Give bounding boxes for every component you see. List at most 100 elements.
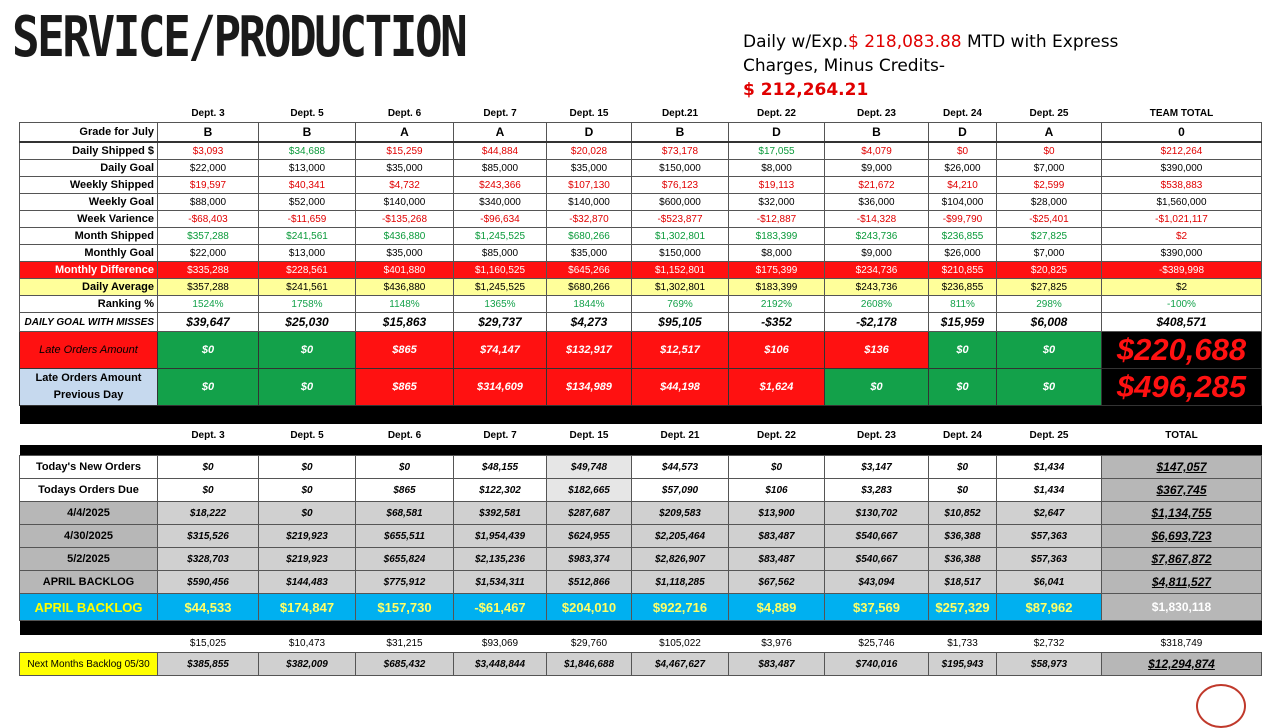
column-header: TOTAL xyxy=(1165,430,1198,441)
table-cell: $775,912 xyxy=(355,570,454,594)
table-cell: D xyxy=(928,122,997,143)
table-cell: $983,374 xyxy=(546,547,632,571)
table-cell: $2,826,907 xyxy=(631,547,729,571)
table-cell: $0 xyxy=(258,478,356,502)
page-title: SERVICE/PRODUCTION xyxy=(12,5,468,70)
table-cell: $26,000 xyxy=(928,159,997,177)
table-cell: $865 xyxy=(355,331,454,369)
table-row: Monthly Difference $335,288 $228,561 $401,8… xyxy=(19,261,1262,279)
table-cell: $865 xyxy=(355,478,454,502)
row-label: Daily Shipped $ xyxy=(19,141,158,160)
table-cell: $4,732 xyxy=(355,176,454,194)
table-cell: A xyxy=(453,122,547,143)
late-orders-row: Late Orders Amount Previous Day $0 $0 $865 $… xyxy=(19,368,1262,406)
divider-row xyxy=(19,620,1262,635)
table-cell: $34,688 xyxy=(258,141,356,160)
table-cell: $335,288 xyxy=(157,261,259,279)
column-header: Dept. 25 xyxy=(1029,108,1069,119)
column-header: Dept. 7 xyxy=(483,108,517,119)
table-cell: $83,487 xyxy=(728,652,825,676)
table-cell: $32,000 xyxy=(728,193,825,211)
table-cell: B xyxy=(258,122,356,143)
table-row: Daily Average $357,288 $241,561 $436,880 $1,… xyxy=(19,278,1262,296)
table-row: Weekly Shipped $19,597 $40,341 $4,732 $243,3… xyxy=(19,176,1262,194)
table-cell: $36,000 xyxy=(824,193,929,211)
table-cell: $134,989 xyxy=(546,368,632,406)
row-label: APRIL BACKLOG xyxy=(19,593,158,621)
table-cell: $17,055 xyxy=(728,141,825,160)
table-cell: $144,483 xyxy=(258,570,356,594)
table-cell: $35,000 xyxy=(546,159,632,177)
column-header: Dept. 22 xyxy=(757,108,796,119)
table-cell: $183,399 xyxy=(728,227,825,245)
table-cell: $4,889 xyxy=(728,593,825,621)
table-cell: $209,583 xyxy=(631,501,729,525)
table-row: 4/4/2025 $18,222 $0 $68,581 $392,581 $287,687… xyxy=(19,501,1262,525)
table-cell: $436,880 xyxy=(355,278,454,296)
table-cell: $655,511 xyxy=(355,524,454,548)
table-cell: $130,702 xyxy=(824,501,929,525)
table-cell: $106 xyxy=(728,478,825,502)
table-cell: -$11,659 xyxy=(258,210,356,228)
production-table: Dept. 3 Dept. 5 Dept. 6 Dept. 7 Dept. 15 Dept… xyxy=(19,105,1262,424)
row-label: Next Months Backlog 05/30 xyxy=(19,652,158,676)
table-cell: $106 xyxy=(728,331,825,369)
table-cell: $44,198 xyxy=(631,368,729,406)
table-cell: -$61,467 xyxy=(453,593,547,621)
divider-row xyxy=(19,405,1262,424)
table-row: Grade for July B B A A D B D B D A 0 xyxy=(19,122,1262,143)
table-cell: $25,030 xyxy=(258,312,356,332)
table-cell: $13,000 xyxy=(258,159,356,177)
table-cell: $390,000 xyxy=(1101,159,1262,177)
table-cell: $35,000 xyxy=(355,244,454,262)
table-cell: $1,118,285 xyxy=(631,570,729,594)
table-cell: $28,000 xyxy=(996,193,1102,211)
table-cell: 769% xyxy=(631,295,729,313)
table-cell: $87,962 xyxy=(996,593,1102,621)
column-header: Dept. 22 xyxy=(757,430,796,441)
table-cell: $3,448,844 xyxy=(453,652,547,676)
table-cell: -$389,998 xyxy=(1101,261,1262,279)
table-row: Today's New Orders $0 $0 $0 $48,155 $49,748 $4… xyxy=(19,455,1262,479)
table-cell: $512,866 xyxy=(546,570,632,594)
table-cell: $29,760 xyxy=(570,638,608,649)
table-cell: $52,000 xyxy=(258,193,356,211)
row-label: DAILY GOAL WITH MISSES xyxy=(19,312,158,332)
table-cell: -$12,887 xyxy=(728,210,825,228)
table-cell: $0 xyxy=(258,455,356,479)
row-label: Late Orders Amount Previous Day xyxy=(19,368,158,406)
table-cell: $538,883 xyxy=(1101,176,1262,194)
table-cell: $22,000 xyxy=(157,159,259,177)
table-cell: $0 xyxy=(996,368,1102,406)
table-cell: $4,273 xyxy=(546,312,632,332)
table-cell: $76,123 xyxy=(631,176,729,194)
row-total: $367,745 xyxy=(1101,478,1262,502)
table-cell: $105,022 xyxy=(659,638,701,649)
table-cell: $540,667 xyxy=(824,524,929,548)
row-label: 4/30/2025 xyxy=(19,524,158,548)
table-cell: $57,363 xyxy=(996,547,1102,571)
row-label: Today's New Orders xyxy=(19,455,158,479)
table-cell: $2,205,464 xyxy=(631,524,729,548)
table-row: $15,025 $10,473 $31,215 $93,069 $29,760 $105,… xyxy=(20,635,1262,653)
row-total: $147,057 xyxy=(1101,455,1262,479)
table-cell: $1,954,439 xyxy=(453,524,547,548)
column-header: Dept. 24 xyxy=(943,108,982,119)
table-cell: A xyxy=(996,122,1102,143)
table-cell: $385,855 xyxy=(157,652,259,676)
table-cell: $95,105 xyxy=(631,312,729,332)
table-cell: B xyxy=(824,122,929,143)
table-cell: $15,959 xyxy=(928,312,997,332)
late-orders-row: Late Orders Amount $0 $0 $865 $74,147 $132,91… xyxy=(19,331,1262,369)
column-header: Dept. 25 xyxy=(1029,430,1069,441)
table-cell: $18,517 xyxy=(928,570,997,594)
table-cell: $236,855 xyxy=(928,227,997,245)
row-label: Daily Goal xyxy=(19,159,158,177)
next-months-backlog-row: Next Months Backlog 05/30 $385,855 $382,00… xyxy=(19,652,1262,676)
table-cell: $74,147 xyxy=(453,331,547,369)
column-header: Dept. 15 xyxy=(569,108,609,119)
table-cell: $15,025 xyxy=(189,638,227,649)
row-total: $1,134,755 xyxy=(1101,501,1262,525)
table-cell: $357,288 xyxy=(157,278,259,296)
table-cell: $83,487 xyxy=(728,547,825,571)
